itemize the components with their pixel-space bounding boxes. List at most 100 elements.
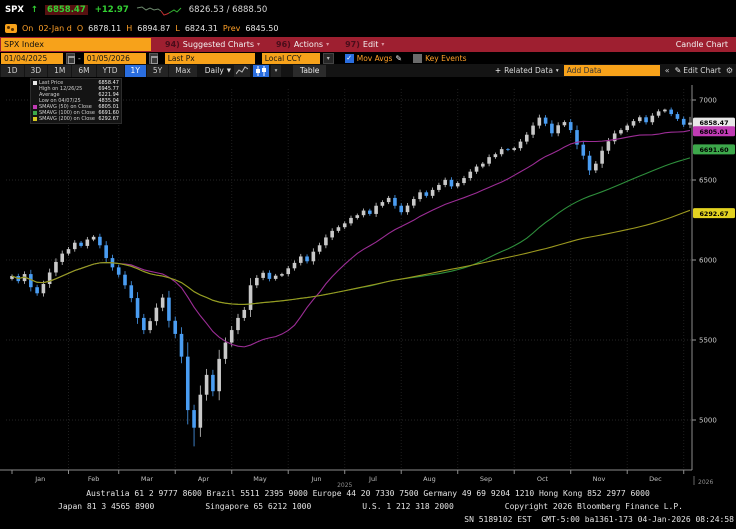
legend-row-smavg200: SMAVG (200) on Close 6292.67 [33, 116, 119, 122]
legend-row-smavg100: SMAVG (100) on Close 6691.60 [33, 110, 119, 116]
collapse-icon[interactable]: « [664, 66, 670, 75]
pencil-icon[interactable]: ✎ [395, 53, 403, 63]
legend-row-average: Average 6221.94 [39, 92, 119, 98]
on-label: On [22, 23, 34, 33]
legend-chip-icon [33, 117, 37, 121]
low-value: 6824.31 [184, 23, 218, 33]
svg-text:6500: 6500 [699, 176, 717, 184]
legend-row-last-price: Last Price 6858.47 [33, 80, 119, 86]
tab-1d[interactable]: 1D [1, 64, 24, 77]
bloomberg-footer: Australia 61 2 9777 8600 Brazil 5511 239… [0, 487, 736, 529]
chart-legend: Last Price 6858.47 High on 12/26/25 6945… [30, 78, 122, 124]
line-chart-type-button[interactable] [234, 64, 250, 77]
open-value: 6878.11 [88, 23, 122, 33]
ticker-symbol: SPX [5, 5, 24, 15]
ohlc-line: On 02-Jan d O 6878.11 H 6894.87 L 6824.3… [5, 21, 278, 35]
svg-text:5000: 5000 [699, 416, 717, 424]
candle-chart-type-button[interactable] [253, 64, 269, 77]
svg-text:6292.67: 6292.67 [699, 210, 728, 218]
svg-text:7000: 7000 [699, 96, 717, 104]
legend-row-smavg50: SMAVG (50) on Close 6805.01 [33, 104, 119, 110]
footer-phones-line1: Australia 61 2 9777 8600 Brazil 5511 239… [86, 489, 650, 498]
frequency-select[interactable]: Daily ▼ [204, 66, 231, 75]
legend-row-high: High on 12/26/25 6945.77 [39, 86, 119, 92]
tab-5y[interactable]: 5Y [146, 64, 169, 77]
security-input[interactable]: SPX Index [1, 38, 151, 51]
tab-3d[interactable]: 3D [24, 64, 48, 77]
svg-text:Sep: Sep [480, 475, 492, 483]
price-field-input[interactable]: Last Px [164, 52, 255, 64]
quote-header: SPX ↑ 6858.47 +12.97 6826.53 / 6888.50 [5, 2, 267, 18]
mov-avgs-toggle[interactable]: ✓ Mov Avgs ✎ [344, 53, 403, 63]
checked-checkbox-icon[interactable]: ✓ [344, 53, 354, 63]
legend-row-low: Low on 04/07/25 4835.04 [39, 98, 119, 104]
currency-select[interactable]: Local CCY [261, 52, 320, 64]
prev-value: 6845.50 [245, 23, 279, 33]
tab-6m[interactable]: 6M [72, 64, 96, 77]
calendar-icon[interactable] [148, 52, 158, 64]
low-label: L [175, 23, 180, 33]
svg-text:Nov: Nov [593, 475, 606, 483]
chart-canvas[interactable]: 7000 6500 6000 5500 5000 Jan Feb Mar Apr May Jun Ju… [0, 77, 736, 487]
session-date: 02-Jan d [38, 23, 72, 33]
chevron-down-icon: ▼ [226, 67, 231, 74]
svg-text:Feb: Feb [88, 475, 100, 483]
date-from-input[interactable]: 01/04/2025 [1, 52, 63, 64]
tab-1m[interactable]: 1M [48, 64, 72, 77]
pencil-icon: ✎ [674, 66, 682, 75]
price-change: +12.97 [94, 5, 129, 15]
prev-label: Prev [222, 23, 241, 33]
tab-max[interactable]: Max [169, 64, 197, 77]
chevron-down-icon: ▾ [381, 41, 385, 48]
svg-text:Jun: Jun [310, 475, 321, 483]
chart-toolbar: 01/04/2025 - 01/05/2026 Last Px Local CC… [0, 52, 736, 64]
plus-icon: + [494, 66, 502, 75]
svg-text:Aug: Aug [423, 475, 436, 483]
svg-text:Mar: Mar [141, 475, 154, 483]
last-price: 6858.47 [45, 5, 88, 15]
menu-suggested-charts[interactable]: 94) Suggested Charts ▾ [165, 40, 261, 49]
menu-edit[interactable]: 97) Edit ▾ [345, 40, 385, 49]
tab-ytd[interactable]: YTD [96, 64, 124, 77]
candle-chart-icon [256, 65, 266, 76]
svg-text:Jul: Jul [368, 475, 377, 483]
svg-text:6691.60: 6691.60 [699, 146, 729, 154]
calendar-icon[interactable] [66, 52, 75, 64]
key-events-toggle[interactable]: Key Events [413, 53, 466, 63]
svg-text:2026: 2026 [698, 479, 713, 486]
high-label: H [126, 23, 133, 33]
menu-actions[interactable]: 96) Actions ▾ [276, 40, 330, 49]
unchecked-checkbox-icon[interactable] [413, 53, 423, 63]
related-data-button[interactable]: + Related Data ▾ [494, 66, 559, 75]
legend-chip-icon [33, 81, 37, 85]
svg-text:Jan: Jan [34, 475, 45, 483]
tab-1y[interactable]: 1Y [124, 64, 146, 77]
date-to-input[interactable]: 01/05/2026 [83, 52, 146, 64]
gear-icon[interactable]: ⚙ [725, 66, 733, 75]
footer-session-info: SN 5189102 EST GMT-5:00 ba1361-173 04-Ja… [464, 515, 734, 524]
period-tab-bar: 1D 3D 1M 6M YTD 1Y 5Y Max Daily ▼ [0, 64, 736, 77]
function-menu-bar: SPX Index 94) Suggested Charts ▾ 96) Act… [0, 37, 736, 52]
edit-chart-button[interactable]: ✎ Edit Chart [674, 66, 721, 75]
svg-text:Oct: Oct [537, 475, 549, 483]
chevron-down-icon: ▾ [555, 67, 559, 74]
sparkline-icon [136, 5, 182, 16]
footer-phones-line2: Japan 81 3 4565 8900 Singapore 65 6212 1… [58, 502, 683, 511]
chevron-down-icon: ▾ [326, 41, 330, 48]
svg-text:5500: 5500 [699, 336, 717, 344]
svg-text:Apr: Apr [198, 475, 210, 483]
chevron-down-icon: ▾ [257, 41, 261, 48]
svg-text:Dec: Dec [649, 475, 662, 483]
line-chart-icon [236, 66, 248, 75]
add-data-input[interactable]: Add Data [563, 65, 660, 76]
price-chart-svg[interactable]: 7000 6500 6000 5500 5000 Jan Feb Mar Apr May Jun Ju… [0, 77, 736, 487]
high-value: 6894.87 [137, 23, 171, 33]
svg-text:6000: 6000 [699, 256, 717, 264]
open-label: O [76, 23, 84, 33]
chart-type-more-button[interactable]: ▾ [271, 64, 281, 77]
svg-text:6805.01: 6805.01 [699, 128, 728, 136]
svg-text:2025: 2025 [337, 482, 352, 487]
table-button[interactable]: Table [293, 64, 327, 77]
chevron-down-icon[interactable]: ▾ [322, 52, 334, 64]
